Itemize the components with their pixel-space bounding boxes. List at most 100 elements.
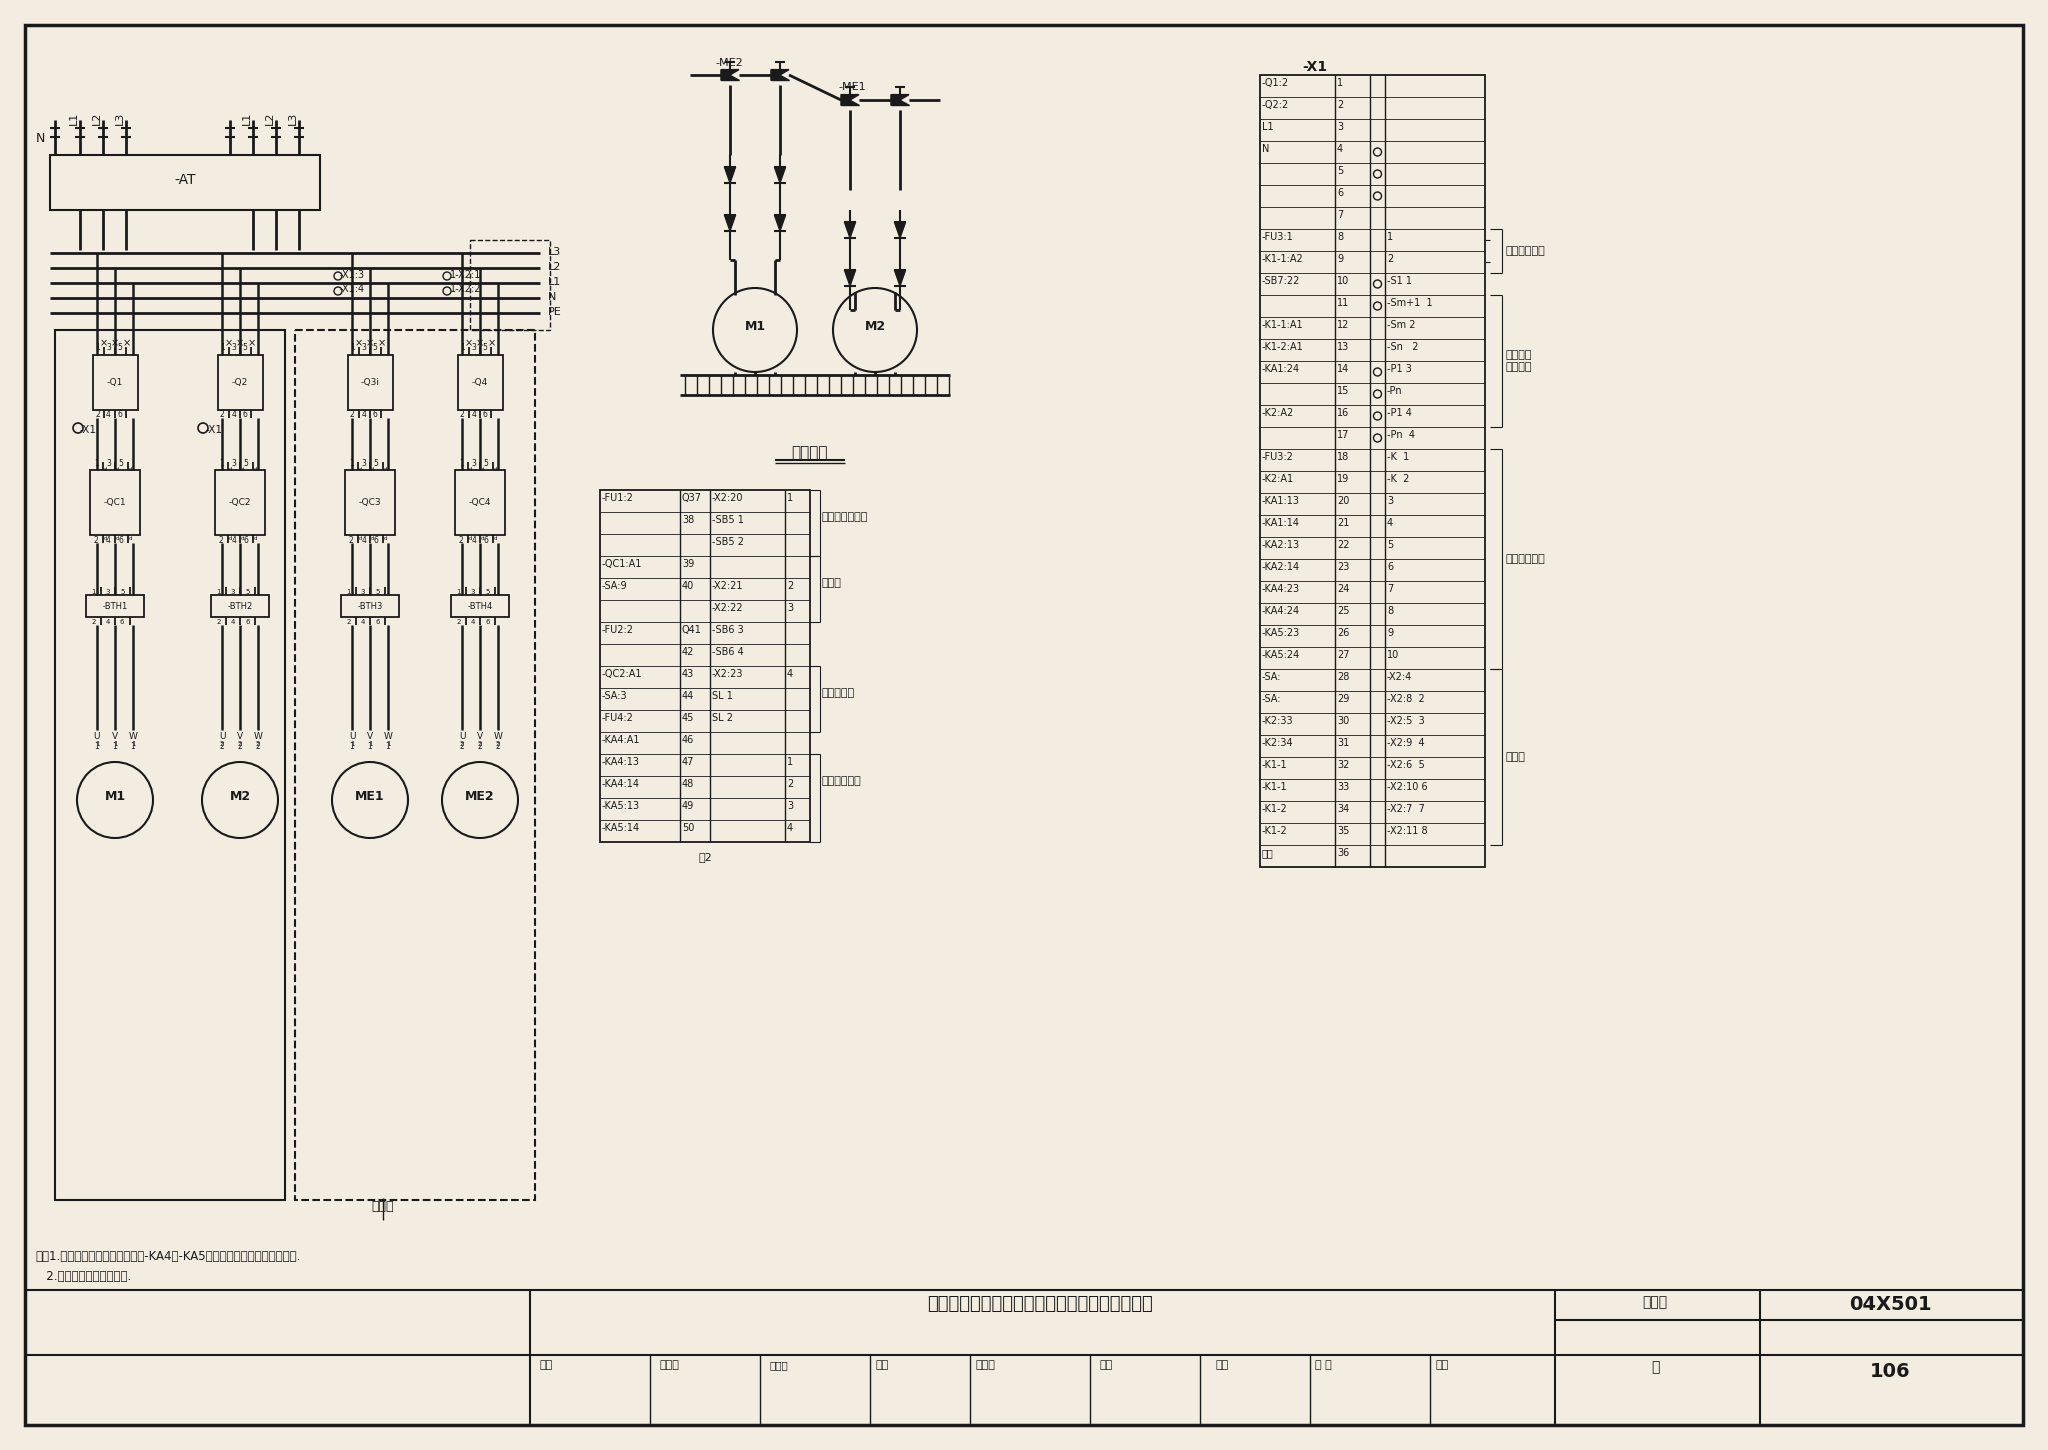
Text: 2: 2 — [238, 741, 242, 747]
Text: 6: 6 — [373, 535, 379, 545]
Text: 1: 1 — [461, 342, 465, 351]
Text: 消防控制系统: 消防控制系统 — [1505, 554, 1546, 564]
Text: -X2:4: -X2:4 — [1386, 671, 1413, 682]
Text: -KA1:14: -KA1:14 — [1262, 518, 1300, 528]
Text: 15: 15 — [1337, 386, 1350, 396]
Text: 18: 18 — [1337, 452, 1350, 463]
Text: 6: 6 — [121, 619, 125, 625]
Text: -X2:8  2: -X2:8 2 — [1386, 695, 1425, 705]
Text: 备用: 备用 — [1262, 848, 1274, 858]
Text: d: d — [383, 536, 387, 541]
Text: 1: 1 — [369, 742, 373, 751]
Text: d: d — [494, 467, 498, 473]
Text: 1: 1 — [131, 741, 135, 747]
Text: 24: 24 — [1337, 584, 1350, 594]
Text: -FU3:2: -FU3:2 — [1262, 452, 1294, 463]
Text: 6: 6 — [373, 409, 377, 419]
Text: 2: 2 — [94, 535, 98, 545]
Text: 1: 1 — [786, 757, 793, 767]
Circle shape — [332, 763, 408, 838]
Text: -K2:A1: -K2:A1 — [1262, 474, 1294, 484]
Text: 11: 11 — [1337, 299, 1350, 307]
Text: 3: 3 — [106, 458, 111, 467]
Text: -QC1:A1: -QC1:A1 — [602, 560, 643, 568]
Text: d: d — [254, 536, 256, 541]
Text: 48: 48 — [682, 779, 694, 789]
Text: 8: 8 — [1337, 232, 1343, 242]
Text: -KA2:14: -KA2:14 — [1262, 563, 1300, 571]
Bar — [295, 331, 535, 1201]
Text: 4: 4 — [1337, 144, 1343, 154]
Text: -SB5 1: -SB5 1 — [713, 515, 743, 525]
Text: -X2:7  7: -X2:7 7 — [1386, 803, 1425, 813]
Text: 3: 3 — [231, 589, 236, 594]
Bar — [90, 470, 139, 535]
Text: -BTH2: -BTH2 — [227, 602, 252, 610]
Text: 3: 3 — [360, 458, 367, 467]
Text: 巡检柜: 巡检柜 — [1505, 753, 1526, 763]
Text: 校对: 校对 — [874, 1360, 889, 1370]
Text: ×: × — [111, 338, 119, 348]
Polygon shape — [891, 94, 909, 106]
Circle shape — [834, 289, 918, 373]
Text: -FU3:1: -FU3:1 — [1262, 232, 1294, 242]
Bar — [55, 331, 285, 1201]
Text: d: d — [371, 536, 375, 541]
Text: 49: 49 — [682, 800, 694, 811]
Text: d: d — [494, 536, 498, 541]
Text: ×: × — [236, 338, 244, 348]
Bar — [348, 355, 393, 410]
Text: -X2:20: -X2:20 — [713, 493, 743, 503]
Polygon shape — [725, 167, 735, 183]
Text: -SB6 4: -SB6 4 — [713, 647, 743, 657]
Text: 王铁铸: 王铁铸 — [975, 1360, 995, 1370]
Text: 28: 28 — [1337, 671, 1350, 682]
Text: 46: 46 — [682, 735, 694, 745]
Circle shape — [1374, 170, 1382, 178]
Text: -ME1: -ME1 — [838, 83, 866, 91]
Text: 35: 35 — [1337, 826, 1350, 837]
Text: -K  2: -K 2 — [1386, 474, 1409, 484]
Text: 6: 6 — [483, 535, 489, 545]
Circle shape — [1374, 280, 1382, 289]
Text: d: d — [254, 467, 256, 473]
Text: -QC4: -QC4 — [469, 497, 492, 507]
Text: 6: 6 — [117, 409, 123, 419]
Text: -Q3i: -Q3i — [360, 378, 379, 387]
Text: 1: 1 — [94, 342, 100, 351]
Text: -P1 3: -P1 3 — [1386, 364, 1411, 374]
Text: 10: 10 — [1337, 276, 1350, 286]
Text: 34: 34 — [1337, 803, 1350, 813]
Text: 32: 32 — [1337, 760, 1350, 770]
Text: 3: 3 — [1386, 496, 1393, 506]
Text: 8: 8 — [1386, 606, 1393, 616]
Text: -K1-2: -K1-2 — [1262, 826, 1288, 837]
Text: 3: 3 — [231, 342, 236, 351]
Text: -SB7:22: -SB7:22 — [1262, 276, 1300, 286]
Text: -KA4:24: -KA4:24 — [1262, 606, 1300, 616]
Text: 巡检柜: 巡检柜 — [373, 1201, 395, 1214]
Text: 4: 4 — [231, 535, 236, 545]
Text: -BTH1: -BTH1 — [102, 602, 127, 610]
Text: 1: 1 — [94, 742, 100, 751]
Text: d: d — [104, 536, 106, 541]
Text: 6: 6 — [375, 619, 379, 625]
Circle shape — [1374, 368, 1382, 376]
Text: 3: 3 — [106, 589, 111, 594]
Circle shape — [1374, 302, 1382, 310]
Text: d: d — [117, 536, 119, 541]
Text: 3: 3 — [360, 589, 365, 594]
Text: 29: 29 — [1337, 695, 1350, 705]
Text: d: d — [481, 536, 485, 541]
Text: 2: 2 — [219, 741, 223, 747]
Text: 值班室信号屏: 值班室信号屏 — [821, 776, 862, 786]
Text: 1: 1 — [385, 742, 391, 751]
Text: 38: 38 — [682, 515, 694, 525]
Text: 5: 5 — [117, 342, 123, 351]
Text: L1: L1 — [1262, 122, 1274, 132]
Text: d: d — [469, 536, 471, 541]
Circle shape — [78, 763, 154, 838]
Text: 44: 44 — [682, 692, 694, 700]
Text: -QC2: -QC2 — [229, 497, 252, 507]
Text: -X2:5  3: -X2:5 3 — [1386, 716, 1425, 726]
